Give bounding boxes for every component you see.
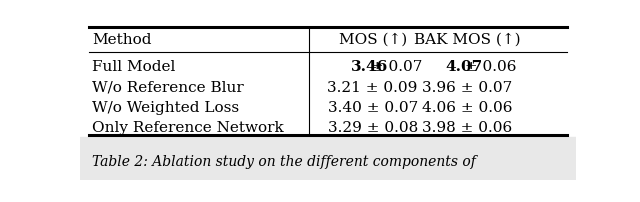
Text: ± 0.07: ± 0.07 — [365, 60, 422, 74]
Text: Method: Method — [92, 33, 152, 47]
Text: ± 0.06: ± 0.06 — [460, 60, 516, 74]
Text: 4.07: 4.07 — [445, 60, 483, 74]
Text: Table 2: Ablation study on the different components of: Table 2: Ablation study on the different… — [92, 154, 476, 168]
Bar — [80, 137, 576, 180]
Text: MOS (↑): MOS (↑) — [339, 33, 407, 47]
Text: 3.21 ± 0.09: 3.21 ± 0.09 — [328, 80, 418, 94]
Text: Full Model: Full Model — [92, 60, 176, 74]
Text: 4.06 ± 0.06: 4.06 ± 0.06 — [422, 100, 512, 114]
Text: W/o Reference Blur: W/o Reference Blur — [92, 80, 244, 94]
Text: 3.40 ± 0.07: 3.40 ± 0.07 — [328, 100, 418, 114]
Text: W/o Weighted Loss: W/o Weighted Loss — [92, 100, 239, 114]
Text: 3.98 ± 0.06: 3.98 ± 0.06 — [422, 120, 512, 134]
Text: 3.29 ± 0.08: 3.29 ± 0.08 — [328, 120, 418, 134]
Text: BAK MOS (↑): BAK MOS (↑) — [413, 33, 520, 47]
Text: Only Reference Network: Only Reference Network — [92, 120, 284, 134]
Text: 3.96 ± 0.07: 3.96 ± 0.07 — [422, 80, 512, 94]
Text: 3.46: 3.46 — [351, 60, 388, 74]
